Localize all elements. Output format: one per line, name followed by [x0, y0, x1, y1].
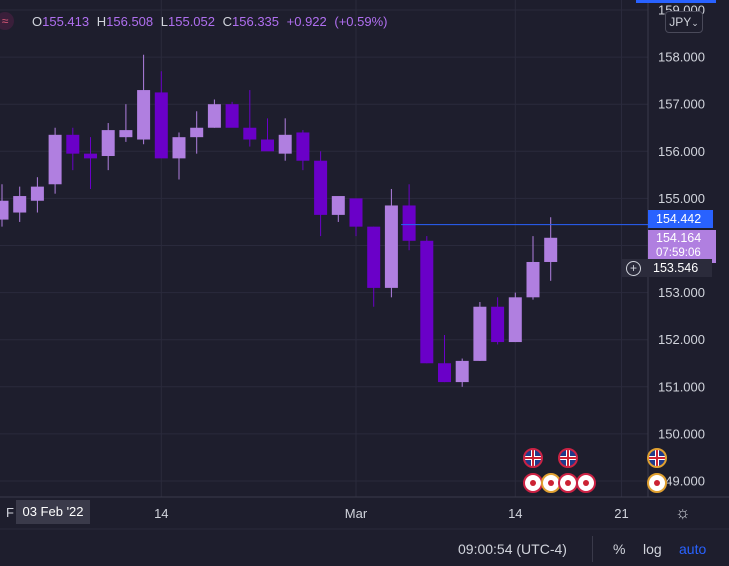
- open-label: O: [32, 14, 43, 29]
- y-tick-label: 157.000: [658, 97, 705, 112]
- percent-scale-toggle[interactable]: %: [613, 541, 626, 557]
- x-axis-ticks: 14 Mar 14 21: [154, 506, 629, 521]
- candle-body: [154, 92, 168, 159]
- y-tick-label: 152.000: [658, 332, 705, 347]
- footer-separator: [592, 536, 593, 562]
- candle-body: [349, 198, 363, 227]
- uk-flag-icon[interactable]: [558, 448, 579, 468]
- symbol-wave-icon[interactable]: ≈: [0, 12, 14, 30]
- japan-flag-icon[interactable]: [576, 473, 597, 493]
- high-value: 156.508: [106, 14, 154, 29]
- top-price-indicator: [636, 0, 716, 3]
- x-tick-label: 14: [154, 506, 168, 521]
- y-axis-ticks: 149.000150.000151.000152.000153.000154.0…: [658, 3, 705, 489]
- uk-flag-icon[interactable]: [523, 448, 543, 468]
- candle-body: [367, 226, 381, 288]
- add-plus-icon[interactable]: +: [626, 260, 641, 276]
- ohlc-legend: O155.413 H156.508 L155.052 C156.335 +0.9…: [32, 14, 392, 29]
- change-value: +0.922: [286, 14, 327, 29]
- currency-dropdown[interactable]: JPY⌄: [665, 11, 703, 33]
- x-tick-label: 21: [614, 506, 628, 521]
- price-line-tag: 154.442: [648, 210, 713, 228]
- candle-body: [66, 134, 80, 154]
- candles: [0, 54, 558, 387]
- change-percent: (+0.59%): [334, 14, 388, 29]
- crosshair-price-tag[interactable]: + 153.546: [622, 259, 712, 277]
- candle-body: [314, 160, 328, 215]
- y-tick-label: 153.000: [658, 285, 705, 300]
- uk-flag-icon[interactable]: [646, 448, 667, 468]
- candle-body: [473, 306, 487, 361]
- candle-body: [13, 196, 27, 213]
- candle-body: [438, 363, 451, 383]
- candle-body: [207, 104, 221, 128]
- y-tick-label: 149.000: [658, 474, 705, 489]
- last-price-tag: 154.164 07:59:06: [648, 230, 716, 263]
- crosshair-date-label: 03 Feb '22: [16, 500, 90, 524]
- x-tick-label: 14: [508, 506, 522, 521]
- candle-body: [384, 205, 398, 288]
- candle-body: [172, 137, 186, 159]
- candle-body: [420, 240, 434, 364]
- japan-flag-icon[interactable]: [523, 473, 543, 493]
- currency-label: JPY: [669, 15, 692, 29]
- candle-body: [278, 134, 292, 154]
- y-tick-label: 155.000: [658, 191, 705, 206]
- candle-body: [526, 261, 540, 298]
- high-label: H: [96, 14, 107, 29]
- candle-body: [137, 90, 151, 140]
- open-value: 155.413: [42, 14, 90, 29]
- candle-body: [30, 186, 44, 201]
- bar-countdown: 07:59:06: [656, 247, 701, 259]
- candle-body: [455, 360, 469, 383]
- candle-body: [402, 205, 416, 241]
- candle-body: [119, 130, 133, 138]
- log-scale-toggle[interactable]: log: [643, 541, 662, 557]
- low-value: 155.052: [168, 14, 215, 29]
- x-axis-partial-label: F: [6, 505, 14, 520]
- y-tick-label: 151.000: [658, 379, 705, 394]
- candle-body: [0, 200, 9, 220]
- close-label: C: [222, 14, 233, 29]
- candle-body: [84, 153, 97, 159]
- crosshair-price-value: 153.546: [653, 261, 699, 275]
- japan-flag-icon[interactable]: [646, 473, 667, 493]
- candle-body: [491, 306, 505, 343]
- candle-body: [508, 297, 522, 343]
- candle-body: [190, 127, 204, 138]
- candle-body: [296, 132, 310, 161]
- auto-scale-toggle[interactable]: auto: [679, 541, 707, 557]
- clock-timezone[interactable]: 09:00:54 (UTC-4): [458, 541, 567, 557]
- candle-body: [243, 127, 257, 140]
- candle-body: [544, 237, 558, 262]
- japan-flag-icon[interactable]: [540, 473, 561, 493]
- y-tick-label: 156.000: [658, 144, 705, 159]
- candle-body: [101, 130, 115, 157]
- candle-body: [261, 139, 274, 152]
- y-tick-label: 150.000: [658, 426, 705, 441]
- last-price-value: 154.164: [656, 231, 702, 245]
- low-label: L: [160, 14, 168, 29]
- settings-gear-icon[interactable]: ☼: [675, 503, 691, 522]
- close-value: 156.335: [232, 14, 280, 29]
- chevron-down-icon: ⌄: [691, 18, 699, 28]
- candle-body: [48, 134, 62, 185]
- candle-body: [331, 196, 345, 215]
- y-tick-label: 158.000: [658, 50, 705, 65]
- x-tick-label: Mar: [345, 506, 368, 521]
- candle-body: [225, 104, 239, 128]
